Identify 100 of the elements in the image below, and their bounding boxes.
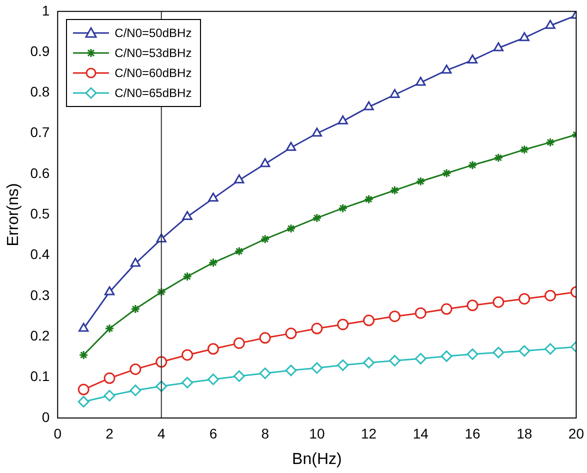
y-tick-label: 1 [42, 2, 50, 18]
point [207, 343, 219, 355]
point [416, 176, 426, 186]
y-tick-label: 0.6 [30, 164, 50, 181]
point [364, 101, 374, 110]
x-tick-label: 20 [568, 425, 584, 442]
point [338, 115, 348, 124]
x-axis-title: Bn(Hz) [292, 450, 342, 468]
point [493, 42, 504, 52]
legend-label: C/N0=53dBHz [114, 46, 192, 60]
point [545, 20, 556, 29]
point [363, 314, 375, 326]
point [286, 224, 296, 234]
point [312, 128, 322, 137]
point [78, 396, 90, 408]
y-tick-label: 0.1 [30, 368, 50, 384]
y-tick-label: 0.8 [30, 84, 50, 100]
point [207, 374, 219, 386]
point [104, 390, 116, 402]
point [388, 310, 400, 322]
point [259, 368, 271, 380]
point [233, 337, 245, 349]
y-tick-label: 0 [42, 408, 50, 425]
y-tick-label: 0.4 [30, 246, 50, 262]
point [466, 348, 478, 360]
point [182, 210, 192, 220]
point [286, 142, 296, 151]
point [104, 324, 114, 334]
point [337, 359, 349, 371]
point [130, 304, 140, 314]
point [440, 303, 452, 315]
x-tick-label: 18 [516, 425, 532, 442]
x-tick-label: 8 [261, 425, 270, 442]
x-tick-label: 12 [361, 425, 377, 442]
point [130, 363, 142, 375]
point [364, 194, 374, 204]
point [182, 349, 194, 361]
legend-label: C/N0=50dBHz [114, 26, 192, 40]
point [234, 174, 244, 184]
point [544, 343, 556, 355]
x-tick-label: 10 [309, 425, 325, 442]
point [492, 346, 504, 358]
point [285, 328, 297, 340]
point [519, 32, 530, 42]
point [208, 192, 218, 202]
legend-label: C/N0=65dBHz [114, 86, 192, 100]
point [467, 54, 478, 64]
y-axis-title: Error(ns) [5, 183, 22, 246]
point [414, 307, 426, 319]
point [130, 258, 141, 267]
y-tick-label: 0.3 [30, 286, 50, 303]
x-tick-label: 4 [157, 425, 166, 442]
point [520, 144, 530, 154]
x-tick-label: 0 [54, 425, 62, 442]
point [338, 203, 348, 213]
point [441, 64, 452, 74]
point [156, 287, 166, 297]
point [260, 234, 270, 244]
point [416, 76, 426, 86]
x-tick-label: 2 [106, 425, 114, 442]
point [233, 370, 245, 382]
point [285, 364, 297, 376]
point [78, 322, 89, 332]
point [468, 160, 478, 170]
y-tick-label: 0.9 [30, 42, 50, 59]
x-tick-label: 6 [209, 425, 218, 442]
point [544, 290, 556, 302]
point [494, 153, 504, 163]
y-tick-label: 0.2 [30, 328, 50, 344]
point [78, 350, 88, 360]
point [260, 158, 270, 168]
y-tick-label: 0.5 [30, 206, 50, 222]
point [440, 350, 452, 362]
point [311, 362, 323, 374]
point [390, 186, 400, 196]
point [311, 322, 323, 334]
point [518, 345, 530, 357]
point [414, 352, 426, 364]
point [390, 89, 400, 98]
point [388, 354, 400, 366]
point [259, 332, 271, 344]
point [442, 168, 452, 178]
y-tick-label: 0.7 [30, 124, 50, 140]
point [312, 213, 322, 223]
point [182, 272, 192, 282]
point [104, 286, 115, 296]
point [182, 376, 194, 388]
point [466, 300, 478, 312]
point [518, 293, 530, 305]
point [337, 318, 349, 330]
point [130, 384, 142, 396]
point [546, 138, 556, 148]
x-tick-label: 14 [412, 425, 429, 442]
x-tick-label: 16 [464, 425, 480, 442]
point [208, 258, 218, 268]
point [234, 246, 244, 256]
point [104, 372, 116, 384]
point [78, 384, 90, 396]
legend-label: C/N0=60dBHz [114, 66, 192, 80]
point [492, 296, 504, 308]
